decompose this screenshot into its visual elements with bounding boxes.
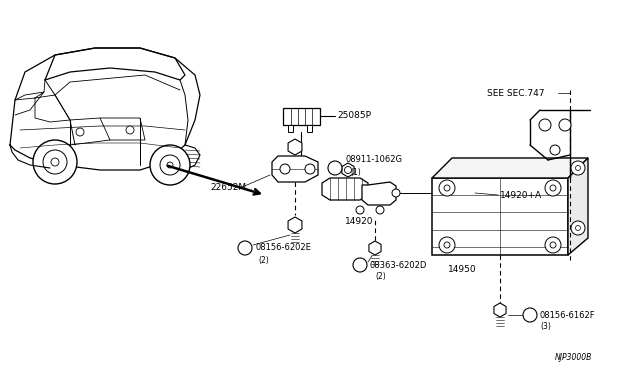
Circle shape xyxy=(575,225,580,231)
Circle shape xyxy=(328,161,342,175)
Circle shape xyxy=(344,167,351,173)
Text: 22652M: 22652M xyxy=(210,183,246,192)
Text: (1): (1) xyxy=(350,167,361,176)
Text: 08156-6162F: 08156-6162F xyxy=(540,311,596,320)
Polygon shape xyxy=(432,178,568,255)
Text: 08156-6202E: 08156-6202E xyxy=(255,244,311,253)
Text: 14920: 14920 xyxy=(345,218,374,227)
Circle shape xyxy=(545,237,561,253)
Text: 25085P: 25085P xyxy=(337,112,371,121)
Text: 08911-1062G: 08911-1062G xyxy=(345,155,402,164)
Circle shape xyxy=(575,166,580,170)
Polygon shape xyxy=(307,125,312,132)
Circle shape xyxy=(150,145,190,185)
Polygon shape xyxy=(494,303,506,317)
Circle shape xyxy=(444,242,450,248)
Polygon shape xyxy=(322,178,368,200)
Circle shape xyxy=(160,155,180,175)
Text: B: B xyxy=(242,244,248,253)
Circle shape xyxy=(238,241,252,255)
Text: 14950: 14950 xyxy=(448,266,477,275)
Circle shape xyxy=(33,140,77,184)
Circle shape xyxy=(439,180,455,196)
Circle shape xyxy=(444,185,450,191)
Circle shape xyxy=(523,308,537,322)
Circle shape xyxy=(376,206,384,214)
Polygon shape xyxy=(288,139,302,155)
Circle shape xyxy=(439,237,455,253)
Circle shape xyxy=(126,126,134,134)
Circle shape xyxy=(167,162,173,168)
Text: N: N xyxy=(332,164,339,173)
Text: (2): (2) xyxy=(375,273,386,282)
Circle shape xyxy=(550,185,556,191)
Polygon shape xyxy=(288,217,302,233)
Circle shape xyxy=(550,145,560,155)
Text: B: B xyxy=(527,311,533,320)
Circle shape xyxy=(43,150,67,174)
Circle shape xyxy=(571,161,585,175)
Text: 14920+A: 14920+A xyxy=(500,190,542,199)
Text: 08363-6202D: 08363-6202D xyxy=(370,260,428,269)
Polygon shape xyxy=(568,158,588,255)
Text: (3): (3) xyxy=(540,323,551,331)
Polygon shape xyxy=(272,156,318,182)
Polygon shape xyxy=(288,125,293,132)
Circle shape xyxy=(305,164,315,174)
Circle shape xyxy=(76,128,84,136)
Circle shape xyxy=(51,158,59,166)
Circle shape xyxy=(559,119,571,131)
Circle shape xyxy=(571,221,585,235)
Circle shape xyxy=(392,189,400,197)
Polygon shape xyxy=(369,241,381,255)
Circle shape xyxy=(356,206,364,214)
Circle shape xyxy=(280,164,290,174)
Circle shape xyxy=(545,180,561,196)
Polygon shape xyxy=(362,182,396,205)
Polygon shape xyxy=(342,163,354,177)
Text: S: S xyxy=(357,260,363,269)
Circle shape xyxy=(539,119,551,131)
Polygon shape xyxy=(283,108,320,125)
Text: NJP3000B: NJP3000B xyxy=(555,353,593,362)
Text: (2): (2) xyxy=(258,256,269,264)
Circle shape xyxy=(353,258,367,272)
Polygon shape xyxy=(432,158,588,178)
Text: SEE SEC.747: SEE SEC.747 xyxy=(487,89,545,97)
Circle shape xyxy=(550,242,556,248)
